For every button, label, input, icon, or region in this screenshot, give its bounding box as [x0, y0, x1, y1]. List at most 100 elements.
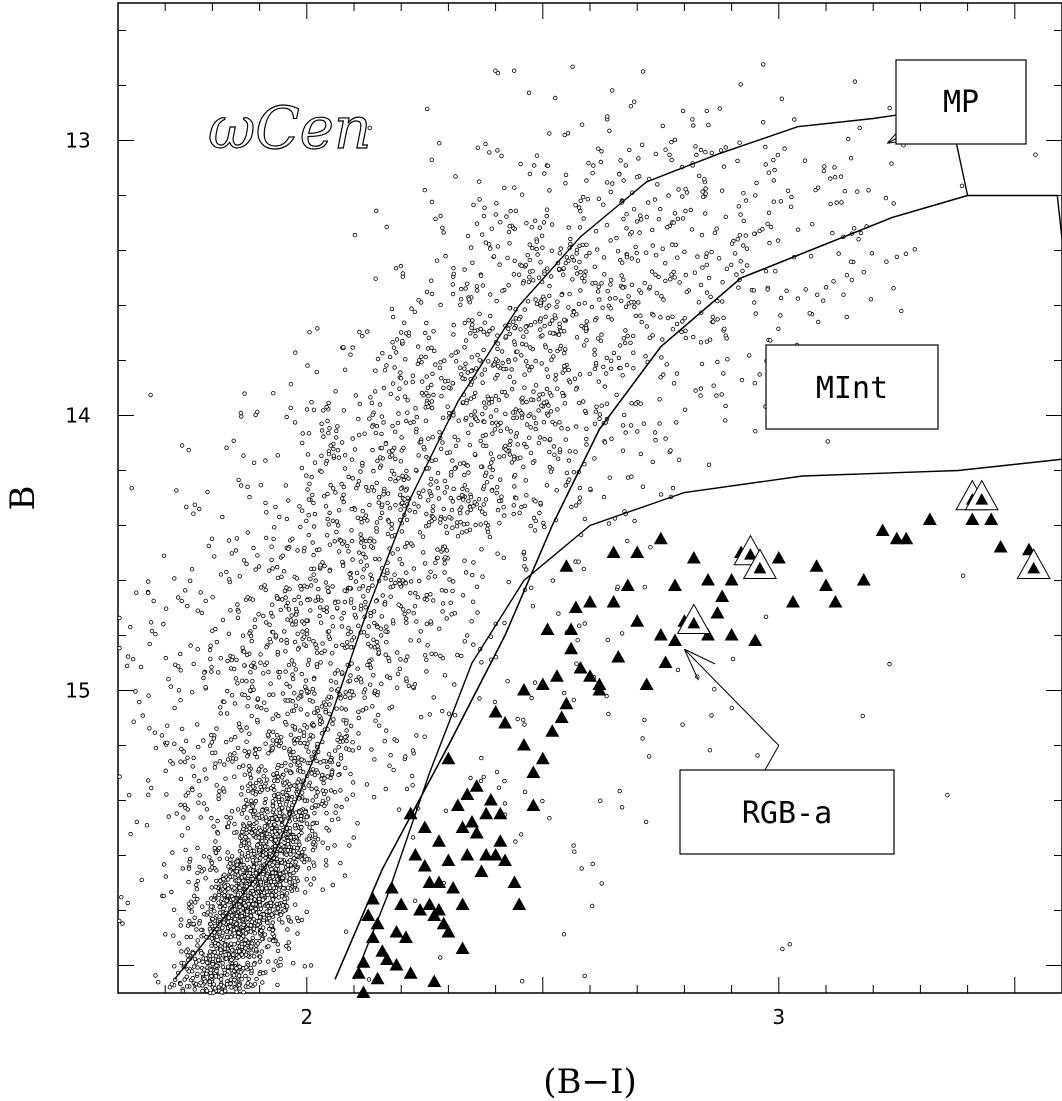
- star-point: [493, 376, 498, 381]
- star-point: [309, 474, 314, 480]
- star-point: [556, 332, 562, 337]
- rgb-a-star: [559, 559, 574, 572]
- star-point: [403, 544, 408, 550]
- star-point: [129, 486, 134, 491]
- star-point: [126, 793, 132, 798]
- star-point: [665, 315, 671, 321]
- star-point: [244, 652, 250, 658]
- star-point: [253, 567, 258, 572]
- star-point: [318, 660, 323, 665]
- star-point: [372, 620, 377, 626]
- star-point: [236, 765, 242, 770]
- star-point: [321, 780, 326, 786]
- star-point: [273, 893, 279, 898]
- rgb-a-star: [351, 966, 366, 979]
- star-point: [180, 988, 185, 994]
- star-point: [277, 810, 282, 815]
- star-point: [410, 379, 415, 385]
- star-point: [574, 424, 579, 429]
- rgb-a-star: [899, 531, 914, 545]
- star-point: [452, 682, 457, 687]
- star-point: [472, 500, 477, 505]
- star-point: [473, 334, 478, 339]
- star-point: [346, 474, 351, 480]
- star-point: [225, 972, 230, 977]
- star-point: [676, 187, 681, 192]
- star-point: [457, 461, 463, 466]
- star-point: [360, 584, 366, 589]
- star-point: [190, 764, 195, 769]
- star-point: [573, 265, 579, 270]
- rgb-a-star: [516, 738, 531, 751]
- star-point: [619, 298, 624, 304]
- star-point: [891, 201, 896, 206]
- star-point: [489, 226, 494, 231]
- star-point: [386, 655, 391, 661]
- star-point: [325, 533, 330, 538]
- star-point: [178, 776, 184, 782]
- star-point: [410, 783, 415, 788]
- star-point: [332, 789, 338, 795]
- star-point: [338, 735, 344, 741]
- star-point: [291, 875, 297, 881]
- star-point: [350, 780, 356, 785]
- star-point: [399, 561, 405, 567]
- star-point: [228, 934, 234, 940]
- rgb-a-star: [658, 655, 673, 669]
- star-point: [190, 787, 195, 793]
- star-point: [557, 251, 562, 256]
- star-point: [752, 381, 757, 386]
- star-point: [463, 286, 468, 291]
- star-point: [387, 506, 393, 511]
- star-point: [260, 897, 266, 902]
- star-point: [418, 629, 423, 634]
- star-point: [552, 313, 557, 318]
- star-point: [349, 528, 354, 533]
- star-point: [349, 457, 355, 462]
- star-point: [657, 397, 662, 402]
- star-point: [697, 173, 702, 179]
- star-point: [372, 757, 377, 762]
- star-point: [821, 298, 826, 303]
- rgb-a-star: [526, 798, 541, 812]
- star-point: [209, 973, 214, 979]
- star-point: [406, 609, 411, 614]
- star-point: [232, 751, 237, 756]
- star-point: [238, 410, 244, 416]
- star-point: [629, 230, 634, 235]
- star-point: [429, 405, 435, 411]
- star-point: [682, 316, 687, 321]
- star-point: [224, 934, 230, 940]
- star-point: [362, 431, 367, 436]
- rgb-a-star: [479, 848, 494, 861]
- star-point: [338, 860, 343, 866]
- star-point: [227, 869, 233, 874]
- star-point: [360, 333, 365, 339]
- star-point: [371, 609, 377, 614]
- star-point: [711, 319, 716, 324]
- star-point: [265, 810, 270, 815]
- star-point: [488, 451, 494, 456]
- star-point: [197, 921, 202, 926]
- star-point: [328, 757, 333, 763]
- star-point: [310, 492, 315, 498]
- star-point: [358, 559, 364, 564]
- star-point: [239, 728, 244, 733]
- rgb-a-star: [455, 897, 470, 911]
- star-point: [153, 632, 158, 637]
- star-point: [292, 902, 298, 907]
- star-point: [228, 981, 233, 986]
- star-point: [189, 567, 195, 572]
- star-point: [297, 728, 303, 733]
- star-point: [507, 331, 512, 337]
- rgb-a-star: [370, 971, 385, 985]
- star-point: [185, 790, 191, 795]
- rgb-a-star: [474, 864, 489, 878]
- rgb-a-star: [389, 925, 404, 938]
- star-point: [598, 798, 603, 803]
- star-point: [461, 522, 467, 527]
- star-point: [487, 242, 492, 247]
- star-point: [357, 401, 363, 407]
- star-point: [385, 500, 390, 506]
- star-point: [306, 749, 311, 754]
